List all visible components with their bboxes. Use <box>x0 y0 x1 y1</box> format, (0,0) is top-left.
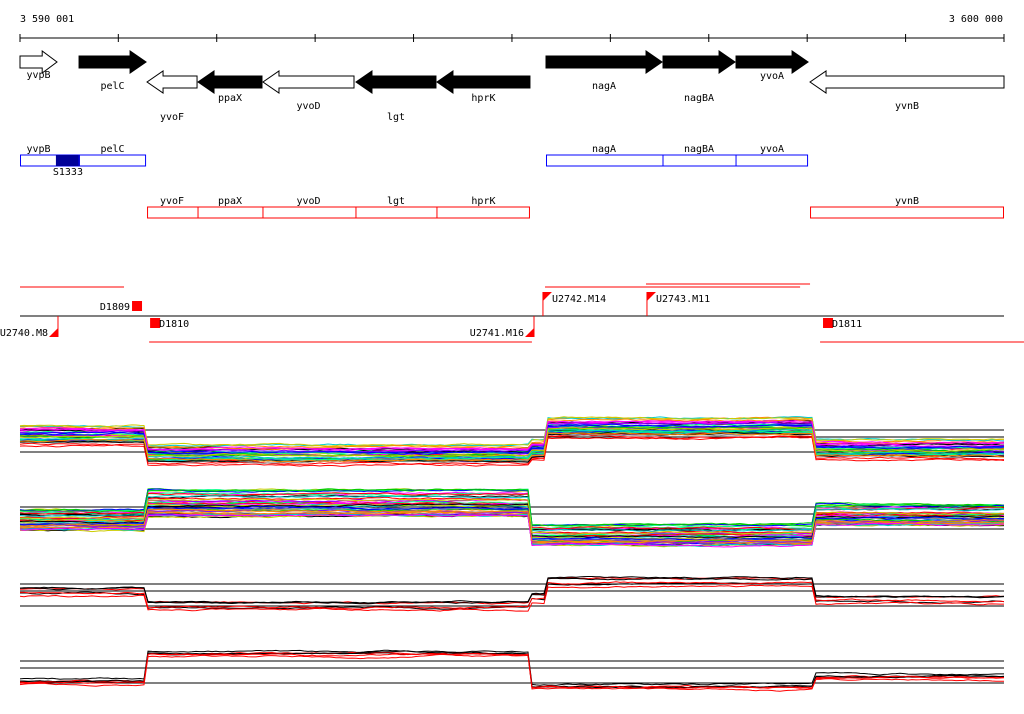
expression-trace <box>19 423 1005 455</box>
segment-label: D1811 <box>832 319 862 330</box>
promoter-marker <box>524 328 534 337</box>
operon-gene-label-pelC: pelC <box>101 144 125 155</box>
operon-forward <box>546 154 809 167</box>
segment-label: D1810 <box>159 319 189 330</box>
breakpoint-marker <box>132 301 143 311</box>
operon-reverse <box>810 206 1004 219</box>
expression-trace <box>19 488 1005 527</box>
gene-label-hprK: hprK <box>471 93 495 104</box>
axis-start-label: 3 590 001 <box>20 14 74 25</box>
segment-track: D1809 U2740.M8 D1810 U2741.M16 U2742.M14 U274… <box>0 283 1024 343</box>
gene-label-nagBA: nagBA <box>684 93 714 104</box>
gene-label-yvnB: yvnB <box>895 101 919 112</box>
gene-arrow-yvoA <box>735 50 809 74</box>
operon-gene-label-nagBA: nagBA <box>684 144 714 155</box>
operon-gene-label-yvpB: yvpB <box>26 144 50 155</box>
operon-gene-label-nagA: nagA <box>592 144 616 155</box>
expression-trace <box>19 513 1005 548</box>
expression-trace <box>19 434 1005 465</box>
gene-arrow-ppaX <box>197 70 263 94</box>
expression-trace <box>19 416 1005 447</box>
coordinate-axis <box>19 34 1005 42</box>
segment-label: U2742.M14 <box>552 294 606 305</box>
expression-trace <box>19 505 1005 541</box>
operon-gene-label-yvnB: yvnB <box>895 196 919 207</box>
gene-track: yvpB pelC yvoF ppaX yvoD lgt hprK nagA nagBA yvoA… <box>19 50 1005 123</box>
promoter-marker <box>48 328 58 337</box>
operon-reverse <box>147 206 530 219</box>
segment-label: D1809 <box>100 302 130 313</box>
expression-trace <box>19 494 1005 532</box>
expression-trace <box>19 425 1005 457</box>
gene-arrow-lgt <box>355 70 437 94</box>
gene-arrow-yvoF <box>146 70 198 94</box>
operon-gene-label-hprK: hprK <box>471 196 495 207</box>
promoter-marker <box>646 292 656 301</box>
expression-trace <box>19 416 1005 447</box>
expression-trace <box>19 488 1005 527</box>
expression-trace <box>20 508 1005 544</box>
operon-mark <box>55 155 80 166</box>
expression-trace <box>19 420 1005 451</box>
gene-label-yvoD: yvoD <box>296 101 320 112</box>
segment-label: U2740.M8 <box>0 328 48 339</box>
gene-label-yvoA: yvoA <box>760 71 784 82</box>
gene-label-nagA: nagA <box>592 81 616 92</box>
segment-label: U2741.M16 <box>470 328 524 339</box>
operon-track: S1333 yvpB pelC nagA nagBA yvoA yvoF ppaX yvoD lg… <box>20 144 1004 219</box>
expression-trace <box>20 581 1005 610</box>
operon-gene-label-yvoD: yvoD <box>296 196 320 207</box>
gene-label-ppaX: ppaX <box>218 93 242 104</box>
gene-arrow-yvoD <box>262 70 355 94</box>
expression-trace <box>19 503 1005 539</box>
expression-trace <box>19 498 1005 535</box>
gene-arrow-nagBA <box>662 50 736 74</box>
expression-trace <box>19 654 1005 692</box>
expression-trace <box>19 584 1004 612</box>
operon-gene-label-yvoA: yvoA <box>760 144 784 155</box>
expression-profiles <box>19 416 1005 692</box>
operon-mark-label: S1333 <box>53 167 83 178</box>
gene-arrow-yvnB <box>809 70 1005 94</box>
gene-arrow-pelC <box>78 50 147 74</box>
gene-arrow-hprK <box>436 70 531 94</box>
expression-trace <box>19 502 1005 539</box>
breakpoint-marker <box>823 318 834 328</box>
expression-trace <box>20 577 1005 605</box>
operon-gene-label-ppaX: ppaX <box>218 196 242 207</box>
operon-gene-label-lgt: lgt <box>387 196 405 207</box>
axis-end-label: 3 600 000 <box>949 14 1003 25</box>
breakpoint-marker <box>150 318 161 328</box>
gene-label-yvoF: yvoF <box>160 112 184 123</box>
expression-trace <box>19 649 1004 686</box>
expression-trace <box>19 432 1005 463</box>
gene-label-lgt: lgt <box>387 112 405 123</box>
expression-trace <box>19 431 1005 463</box>
gene-label-pelC: pelC <box>101 81 125 92</box>
segment-label: U2743.M11 <box>656 294 710 305</box>
gene-arrow-yvpB <box>19 50 58 74</box>
gene-label-yvpB: yvpB <box>26 70 50 81</box>
operon-gene-label-yvoF: yvoF <box>160 196 184 207</box>
promoter-marker <box>542 292 552 301</box>
expression-trace <box>19 435 1005 467</box>
expression-trace <box>19 653 1005 690</box>
gene-arrow-nagA <box>545 50 663 74</box>
expression-trace <box>20 514 1005 548</box>
expression-trace <box>19 428 1005 459</box>
expression-trace <box>19 426 1004 458</box>
operon-forward <box>20 154 147 167</box>
